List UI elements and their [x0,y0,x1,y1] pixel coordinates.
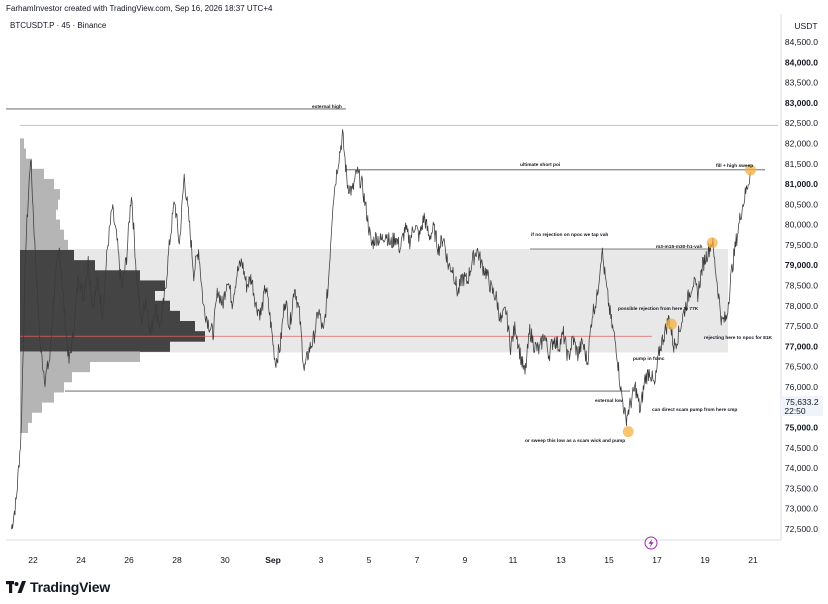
volume-profile-bar [20,412,32,423]
volume-profile-bar [20,189,60,200]
x-tick-label: 17 [652,555,662,565]
volume-profile-bar [20,402,42,413]
x-tick-label: 13 [556,555,566,565]
volume-profile-bar [20,178,54,190]
volume-profile-bar [20,158,32,170]
volume-profile-bar [20,361,90,373]
x-tick-label: 3 [319,555,324,565]
volume-profile-bar [20,310,180,322]
highlight-marker [622,426,634,438]
y-tick-label: 80,500.0 [785,199,818,209]
y-tick-label: 72,500.0 [785,524,818,534]
tradingview-logo[interactable]: TradingView [6,578,110,596]
chart-annotation: or sweep this low as a scam wick and pum… [525,438,625,444]
y-tick-label: 76,000.0 [785,382,818,392]
y-tick-label: 73,000.0 [785,504,818,514]
y-tick-label: 84,500.0 [785,37,818,47]
volume-profile-bar [20,392,54,403]
x-tick-label: 28 [172,555,182,565]
volume-profile-bar [20,270,140,281]
volume-profile-bar [20,290,155,302]
volume-profile-bar [20,260,95,271]
chart-annotation: can direct scam pump from here cmp [652,407,737,413]
y-tick-label: 79,500.0 [785,240,818,250]
brand-name: TradingView [30,579,111,595]
x-tick-label: 11 [509,555,518,565]
currency-label: USDT [794,21,817,31]
y-tick-label: 77,500.0 [785,321,818,331]
price-chart[interactable]: USDT external high ultimate short poi fill… [0,0,828,578]
x-tick-label: 26 [124,555,134,565]
chart-annotation: rejecting here to npoc for 81K [704,335,773,341]
symbol-legend[interactable]: BTCUSDT.P · 45 · Binance [10,21,107,30]
y-tick-label: 81,000.0 [785,179,818,189]
volume-profile-bar [20,249,74,261]
creator-credit: FarhamInvestor created with TradingView.… [6,4,273,13]
x-tick-label: 30 [220,555,230,565]
lightning-icon[interactable] [644,536,658,550]
y-tick-label: 82,500.0 [785,118,818,128]
x-tick-label: 15 [604,555,614,565]
y-tick-label: 76,500.0 [785,362,818,372]
chart-annotation: external high [312,104,342,110]
x-tick-label: 5 [367,555,372,565]
volume-profile-bar [20,300,170,312]
y-tick-label: 81,500.0 [785,159,818,169]
x-tick-label: 19 [700,555,710,565]
volume-profile-bar [20,219,60,231]
chart-annotation: if no rejection on npoc we tap vah [531,232,608,238]
y-tick-label: 82,000.0 [785,138,818,148]
y-tick-label: 83,000.0 [785,98,818,108]
chart-annotation: external low [595,398,623,404]
price-series [11,129,751,530]
x-tick-label: Sep [265,555,281,565]
chart-annotation: m3-m15-m30-h1-vah [656,244,702,250]
highlight-marker [665,318,677,330]
x-tick-label: 21 [748,555,758,565]
volume-profile-bar [20,138,24,149]
y-tick-label: 80,000.0 [785,220,818,230]
volume-profile-bar [20,422,28,434]
y-tick-label: 75,000.0 [785,423,818,433]
y-tick-label: 77,000.0 [785,341,818,351]
volume-profile-bar [20,209,56,220]
chart-annotation: possible rejection from here to 77K [618,306,699,312]
y-tick-label: 74,500.0 [785,443,818,453]
volume-profile-bar [20,280,165,291]
chart-annotation: pump in fomc [633,356,665,362]
volume-profile-bar [20,239,68,251]
y-tick-label: 74,000.0 [785,463,818,473]
tradingview-logo-icon [6,581,26,593]
chart-annotation: ultimate short poi [520,162,560,168]
volume-profile-bar [20,168,44,180]
y-tick-label: 79,000.0 [785,260,818,270]
x-tick-label: 7 [415,555,420,565]
volume-profile-bar [20,351,140,362]
x-tick-label: 24 [76,555,86,565]
last-price-tag [781,396,823,416]
volume-profile-bar [20,199,58,210]
y-tick-label: 84,000.0 [785,57,818,67]
last-price-value: 75,633.2 [785,397,818,407]
highlight-marker [706,237,718,249]
volume-profile-bar [20,381,64,393]
volume-profile-bar [20,321,195,332]
volume-profile-bar [20,148,26,160]
highlight-marker [745,164,757,176]
volume-profile-bar [20,229,64,241]
volume-profile-bar [20,341,170,352]
y-tick-label: 78,500.0 [785,281,818,291]
y-tick-label: 83,500.0 [785,78,818,88]
y-tick-label: 78,000.0 [785,301,818,311]
chart-annotation: fill + high sweep [716,163,753,169]
x-tick-label: 22 [28,555,38,565]
y-tick-label: 73,500.0 [785,483,818,493]
bar-countdown: 22:50 [784,406,806,416]
x-tick-label: 9 [463,555,468,565]
